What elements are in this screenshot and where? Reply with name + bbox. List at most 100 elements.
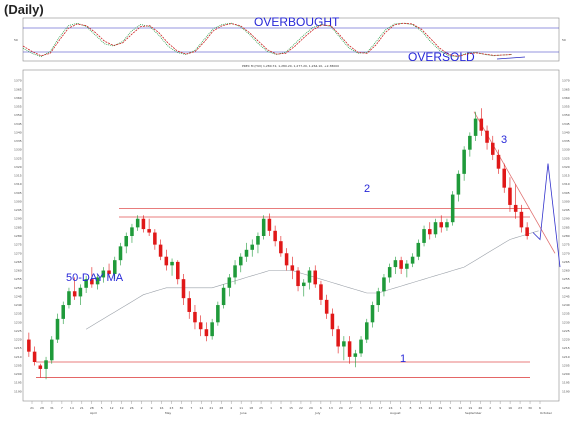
candle (301, 279, 306, 297)
price-ytick-label: 1355 (562, 105, 570, 109)
candle-body (307, 270, 312, 283)
candle (496, 149, 501, 174)
level-1-label: 1 (400, 353, 406, 365)
price-ytick-label: 1305 (14, 191, 22, 195)
x-tick-label: 14 (70, 406, 74, 410)
candle-body (210, 322, 214, 337)
candle-body (158, 244, 163, 257)
candle (233, 260, 237, 285)
candle-body (61, 305, 66, 319)
candle (118, 242, 123, 266)
candle (38, 363, 43, 378)
x-tick-label: 24 (389, 406, 393, 410)
ma-annotation: 50-DAY MA (66, 272, 124, 284)
price-ytick-label: 1295 (562, 208, 570, 212)
x-tick-label: 26 (478, 406, 482, 410)
candle-body (336, 329, 340, 347)
x-tick-label: 22 (429, 406, 433, 410)
price-ytick-label: 1320 (14, 165, 22, 169)
x-tick-label: 9 (499, 406, 501, 410)
candle (84, 275, 88, 293)
x-tick-label: 26 (130, 406, 134, 410)
price-ytick-label: 1270 (562, 251, 570, 255)
x-tick-label: 6 (539, 406, 541, 410)
candle (135, 215, 140, 231)
candle-body (78, 287, 83, 297)
candle-body (118, 246, 123, 261)
candle-body (204, 329, 209, 337)
price-ytick-label: 1370 (562, 79, 570, 83)
price-ytick-label: 1365 (562, 87, 570, 91)
x-tick-label: 5 (449, 406, 451, 410)
candle (456, 170, 461, 202)
candle-body (387, 267, 392, 278)
x-tick-label: 7 (190, 406, 192, 410)
ma-line (85, 230, 539, 330)
price-ytick-label: 1260 (562, 269, 570, 273)
candle-body (370, 305, 375, 323)
price-ytick-label: 1330 (562, 148, 570, 152)
x-tick-label: 21 (30, 406, 34, 410)
price-ytick-label: 1225 (562, 329, 570, 333)
level-3-label: 3 (501, 134, 507, 146)
candle-body (513, 204, 518, 212)
candle (95, 273, 100, 290)
price-ytick-label: 1335 (562, 139, 570, 143)
candle (221, 284, 226, 309)
candle-body (382, 277, 386, 292)
price-ytick-label: 1355 (14, 105, 22, 109)
overbought-label: OVERBOUGHT (254, 15, 340, 29)
osc-ytick-label: 50 (14, 38, 18, 42)
price-ytick-label: 1345 (562, 122, 570, 126)
price-ytick-label: 1370 (14, 79, 22, 83)
price-ytick-label: 1285 (562, 225, 570, 229)
price-ytick-label: 1205 (562, 363, 570, 367)
candle (72, 277, 77, 300)
candle-body (27, 339, 31, 352)
candle-body (496, 154, 501, 169)
candle-body (290, 265, 295, 271)
x-tick-label: 30 (179, 406, 183, 410)
x-tick-label: 30 (528, 406, 532, 410)
candle (290, 256, 295, 280)
candle (313, 265, 318, 288)
candle (502, 163, 507, 193)
candle (32, 346, 37, 366)
x-tick-label: 6 (320, 406, 322, 410)
price-ytick-label: 1215 (14, 346, 22, 350)
candle (44, 356, 48, 380)
candle-body (49, 339, 54, 361)
candle (267, 213, 272, 236)
candle (393, 256, 398, 274)
price-panel (22, 69, 560, 402)
candle-body (130, 227, 134, 236)
candle-body (456, 173, 461, 195)
candle-body (376, 291, 381, 306)
candle-body (84, 279, 88, 288)
candle (519, 204, 524, 233)
candle (27, 332, 31, 357)
price-ytick-label: 1285 (14, 225, 22, 229)
candle-body (147, 229, 151, 233)
candle (107, 263, 111, 278)
x-tick-label: 2 (489, 406, 491, 410)
price-ytick-label: 1320 (562, 165, 570, 169)
candle (422, 225, 426, 247)
candle-body (244, 249, 249, 257)
candle (158, 239, 163, 261)
candle (101, 267, 106, 283)
candle (216, 301, 220, 326)
price-ytick-label: 1225 (14, 329, 22, 333)
candle (416, 239, 421, 261)
price-ytick-label: 1275 (14, 243, 22, 247)
x-tick-label: 19 (468, 406, 472, 410)
price-ytick-label: 1360 (562, 96, 570, 100)
candle (175, 260, 180, 285)
candle (124, 232, 129, 254)
x-tick-label: 18 (249, 406, 253, 410)
candle-body (279, 241, 283, 254)
candle-body (508, 187, 512, 205)
candle-body (519, 211, 524, 228)
price-ytick-label: 1245 (14, 294, 22, 298)
candle (525, 222, 529, 240)
